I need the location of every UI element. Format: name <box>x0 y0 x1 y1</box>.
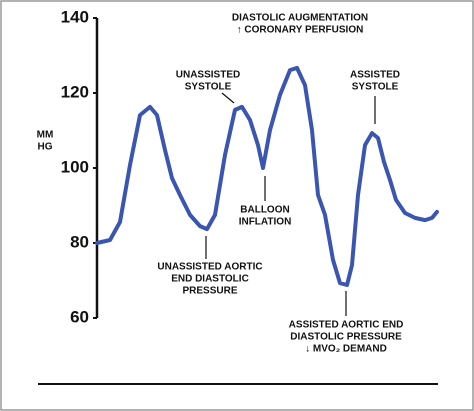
y-tick-label: 140 <box>61 7 89 26</box>
annotation: UNASSISTED <box>176 70 240 81</box>
y-tick-label: 80 <box>70 232 89 251</box>
annotation: UNASSISTED AORTIC <box>157 262 262 273</box>
leader-lines <box>205 92 376 316</box>
y-axis-label: HG <box>38 142 53 153</box>
annotation: ASSISTED <box>350 70 400 81</box>
leader <box>221 92 235 104</box>
pressure-curve <box>95 65 439 287</box>
y-axis-label: MM <box>37 130 54 141</box>
annotation: SYSTOLE <box>352 82 399 93</box>
annotation: DIASTOLIC PRESSURE <box>290 332 402 343</box>
annotation: END DIASTOLIC <box>171 274 249 285</box>
annotation: BALLOON <box>240 205 289 216</box>
annotation: ASSISTED AORTIC END <box>289 320 404 331</box>
y-tick-label: 100 <box>61 157 89 176</box>
annotation: DIASTOLIC AUGMENTATION <box>232 13 368 24</box>
annotation: ↓ MVO₂ DEMAND <box>305 344 387 355</box>
annotation: SYSTOLE <box>185 82 232 93</box>
annotation: PRESSURE <box>182 286 237 297</box>
annotation: INFLATION <box>239 217 292 228</box>
y-tick-label: 120 <box>61 82 89 101</box>
y-tick-label: 60 <box>70 307 89 326</box>
annotation: ↑ CORONARY PERFUSION <box>237 25 364 36</box>
